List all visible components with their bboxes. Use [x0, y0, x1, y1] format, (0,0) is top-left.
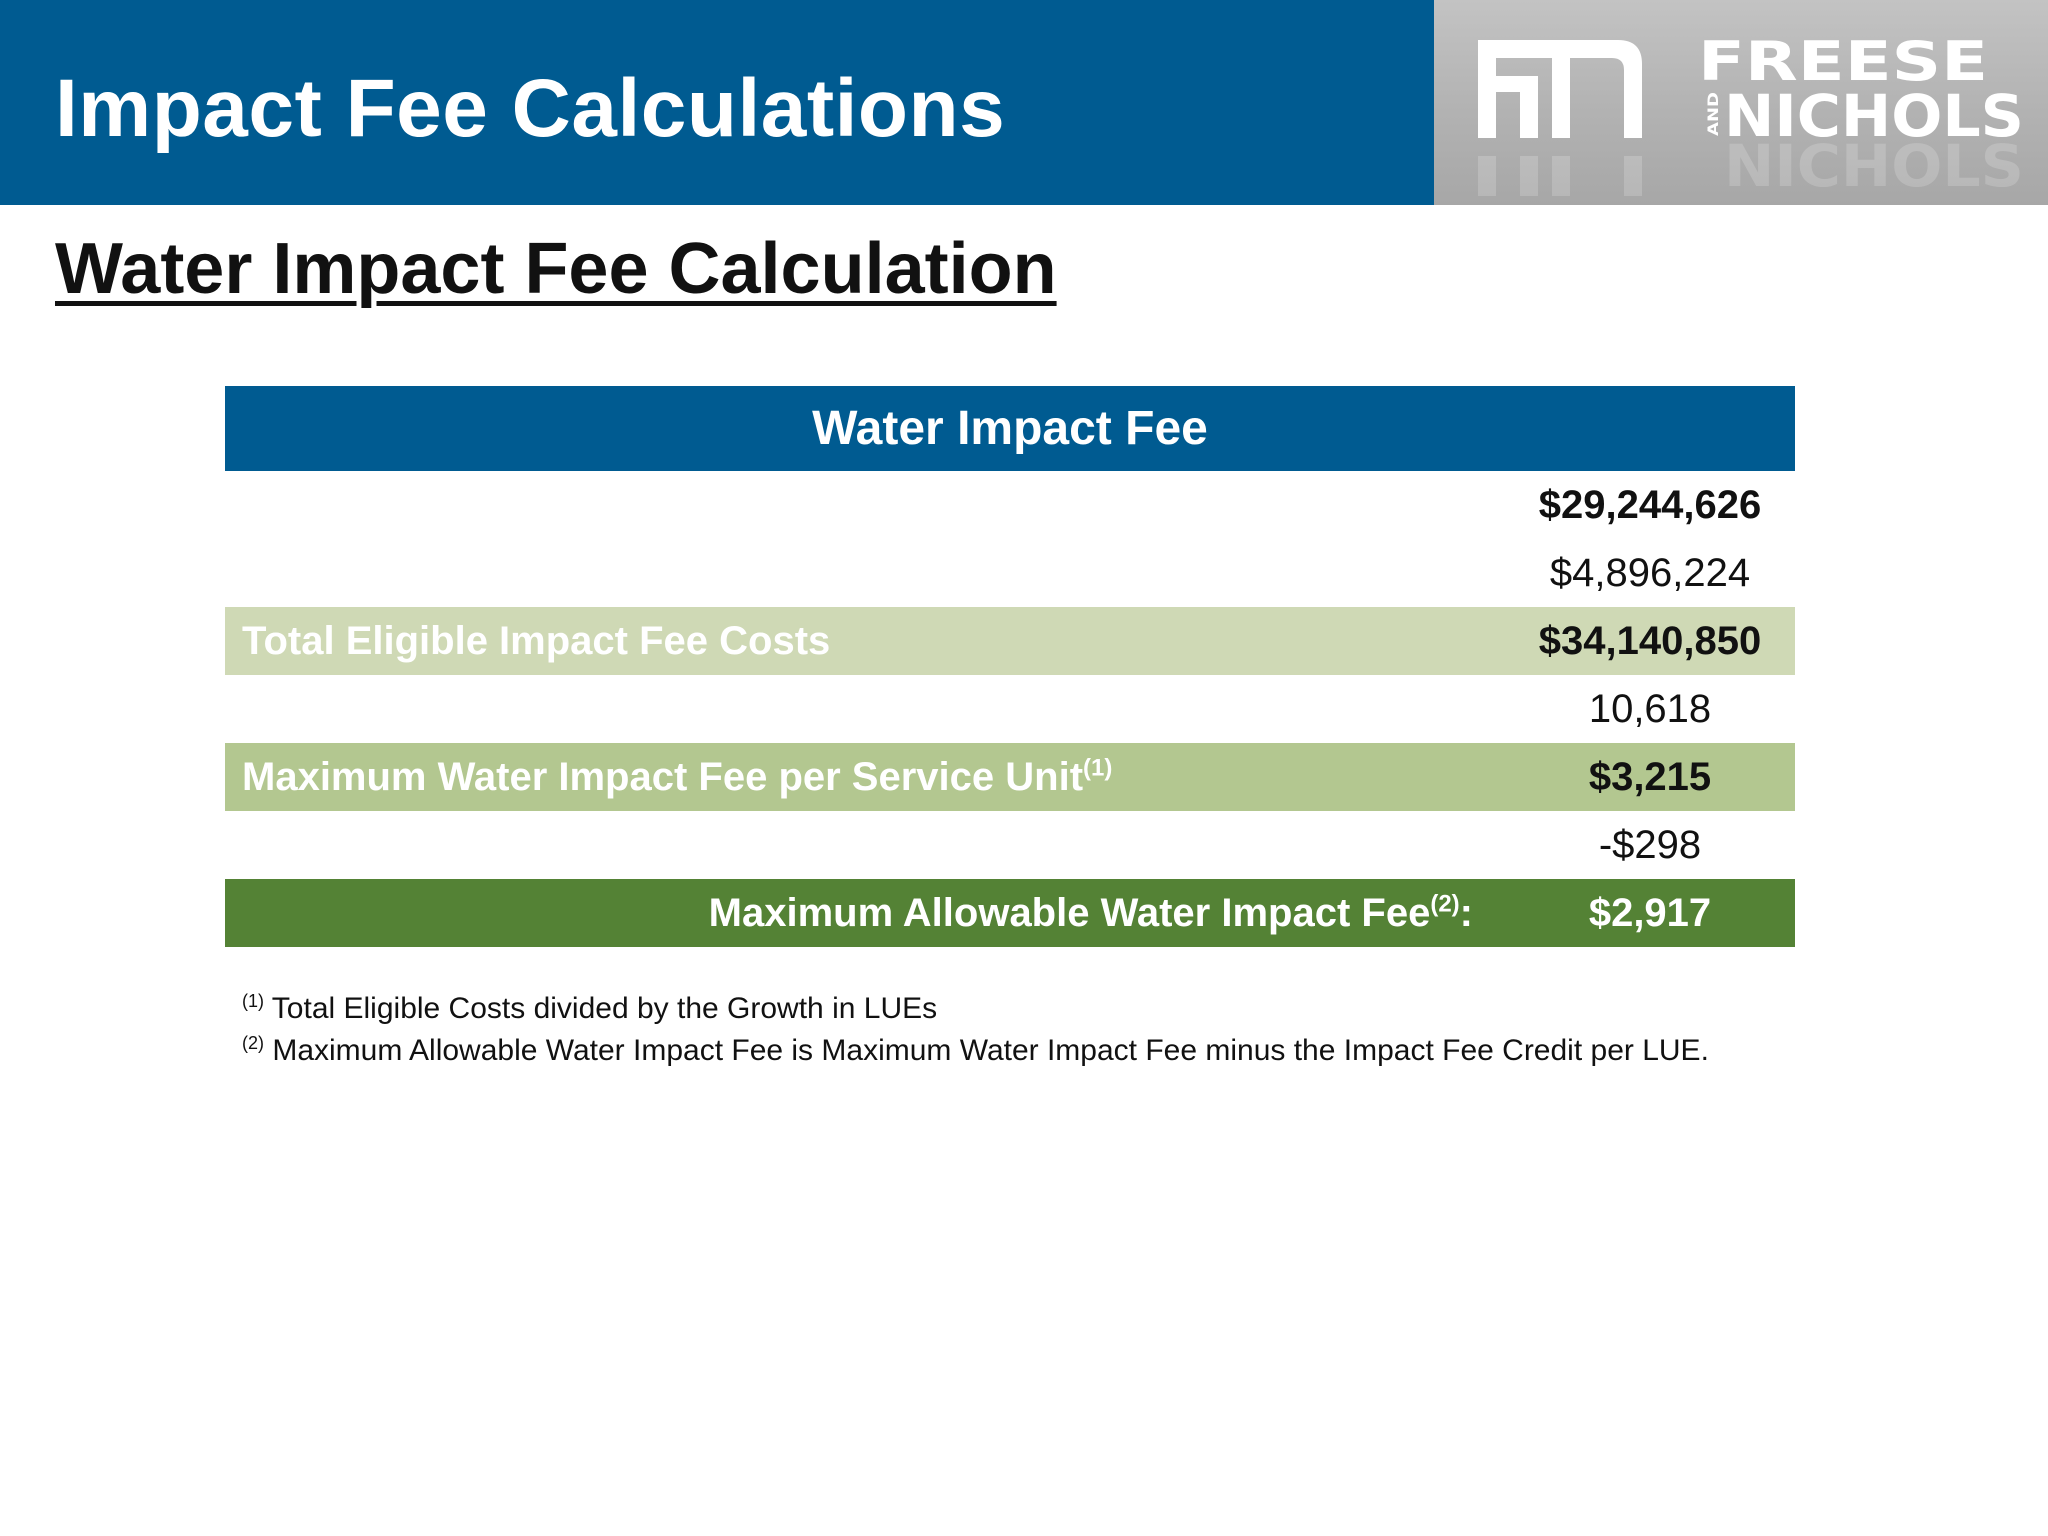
table-row-max-fee-per-unit: Maximum Water Impact Fee per Service Uni…: [225, 743, 1795, 811]
row-value: $2,917: [1588, 890, 1712, 935]
footnote-ref: (1): [1083, 754, 1113, 782]
table-row-max-allowable-fee: Maximum Allowable Water Impact Fee(2): $…: [225, 879, 1795, 947]
row-value: $29,244,626: [1538, 482, 1762, 527]
row-value: $34,140,850: [1538, 618, 1762, 663]
row-label: Maximum Water Impact Fee per Service Uni…: [242, 754, 1084, 799]
footnote-mark: (1): [242, 991, 264, 1011]
header-bar: Impact Fee Calculations: [0, 0, 1434, 205]
footnote-text: Total Eligible Costs divided by the Grow…: [271, 992, 938, 1025]
row-label: Total Eligible Impact Fee Costs: [242, 618, 831, 663]
footnote-mark: (2): [242, 1033, 264, 1053]
row-label-suffix: :: [1459, 890, 1473, 935]
logo-word-freese: FREESE: [1698, 30, 1988, 93]
logo-word-and: AND: [1706, 92, 1722, 136]
page-title: Impact Fee Calculations: [55, 63, 1006, 154]
row-label-container: Maximum Allowable Water Impact Fee(2):: [225, 891, 1505, 936]
row-label: Maximum Allowable Water Impact Fee: [708, 890, 1431, 935]
footnotes: (1) Total Eligible Costs divided by the …: [242, 988, 1709, 1072]
row-value: $3,215: [1588, 754, 1712, 799]
table-row: 10,618: [225, 675, 1795, 743]
table-row: $4,896,224: [225, 539, 1795, 607]
water-impact-fee-table: Water Impact Fee $29,244,626 $4,896,224 …: [225, 386, 1795, 947]
logo-reflection: NICHOLS: [1724, 132, 2024, 200]
table-row: $29,244,626: [225, 471, 1795, 539]
table-header: Water Impact Fee: [225, 386, 1795, 471]
row-label-container: Maximum Water Impact Fee per Service Uni…: [225, 755, 1505, 800]
section-heading: Water Impact Fee Calculation: [55, 229, 1057, 309]
footnote-ref: (2): [1430, 890, 1460, 918]
table-row-total-eligible-costs: Total Eligible Impact Fee Costs $34,140,…: [225, 607, 1795, 675]
table-row: -$298: [225, 811, 1795, 879]
logo-panel: FREESE NICHOLS AND NICHOLS: [1434, 0, 2048, 205]
logo-word-nichols: NICHOLS: [1724, 82, 2024, 150]
footnote: (2) Maximum Allowable Water Impact Fee i…: [242, 1030, 1709, 1072]
footnote-text: Maximum Allowable Water Impact Fee is Ma…: [272, 1034, 1709, 1067]
freese-nichols-logo: FREESE NICHOLS AND NICHOLS: [1478, 30, 2024, 200]
footnote: (1) Total Eligible Costs divided by the …: [242, 988, 1709, 1030]
row-value: -$298: [1598, 822, 1702, 867]
row-value: 10,618: [1588, 686, 1712, 731]
row-value: $4,896,224: [1549, 550, 1751, 595]
